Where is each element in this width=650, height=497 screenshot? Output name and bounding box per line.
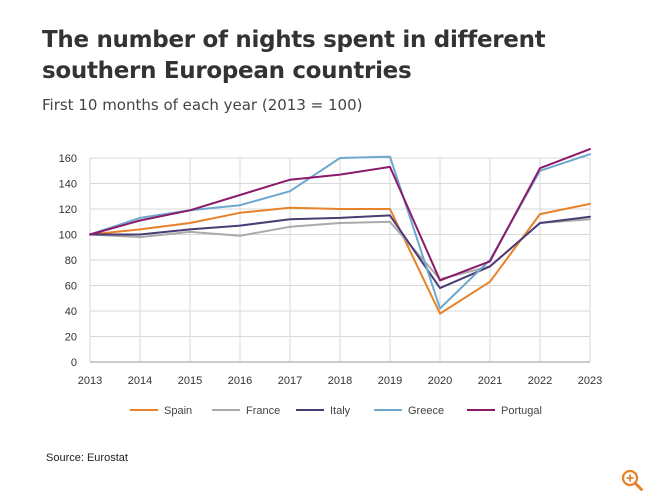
legend-label-france: France [246, 405, 280, 417]
series-line-italy [89, 214, 591, 290]
y-tick-label: 160 [59, 153, 77, 165]
x-tick-label: 2014 [128, 375, 152, 387]
series-line-spain [89, 202, 591, 315]
axes: 0 20 40 60 80 100 120 140 160 2013 2014 2015 2016 201… [59, 153, 603, 387]
legend-label-greece: Greece [408, 405, 444, 417]
x-tick-label: 2020 [428, 375, 452, 387]
y-tick-label: 140 [59, 179, 77, 191]
series-line-portugal [89, 148, 591, 282]
y-tick-label: 120 [59, 204, 77, 216]
y-tick-label: 80 [65, 255, 77, 267]
y-tick-label: 0 [71, 357, 77, 369]
source-note: Source: Eurostat [46, 452, 128, 464]
zoom-in-icon[interactable] [619, 467, 645, 493]
legend-label-italy: Italy [330, 405, 351, 417]
x-tick-label: 2021 [478, 375, 502, 387]
y-tick-label: 20 [65, 332, 77, 344]
legend-label-spain: Spain [164, 405, 192, 417]
legend: Spain France Italy Greece Portugal [130, 405, 542, 417]
x-tick-label: 2018 [328, 375, 352, 387]
y-tick-label: 40 [65, 306, 77, 318]
chart-title: The number of nights spent in different … [42, 27, 546, 84]
x-tick-label: 2016 [228, 375, 252, 387]
x-tick-label: 2015 [178, 375, 202, 387]
x-tick-label: 2013 [78, 375, 102, 387]
y-tick-label: 60 [65, 281, 77, 293]
y-tick-label: 100 [59, 230, 77, 242]
legend-label-portugal: Portugal [501, 405, 542, 417]
grid-lines [89, 157, 591, 362]
x-tick-label: 2019 [378, 375, 402, 387]
x-tick-label: 2017 [278, 375, 302, 387]
x-tick-label: 2023 [578, 375, 602, 387]
series-lines [89, 148, 591, 315]
x-tick-label: 2022 [528, 375, 552, 387]
chart-subtitle: First 10 months of each year (2013 = 100… [42, 96, 363, 114]
